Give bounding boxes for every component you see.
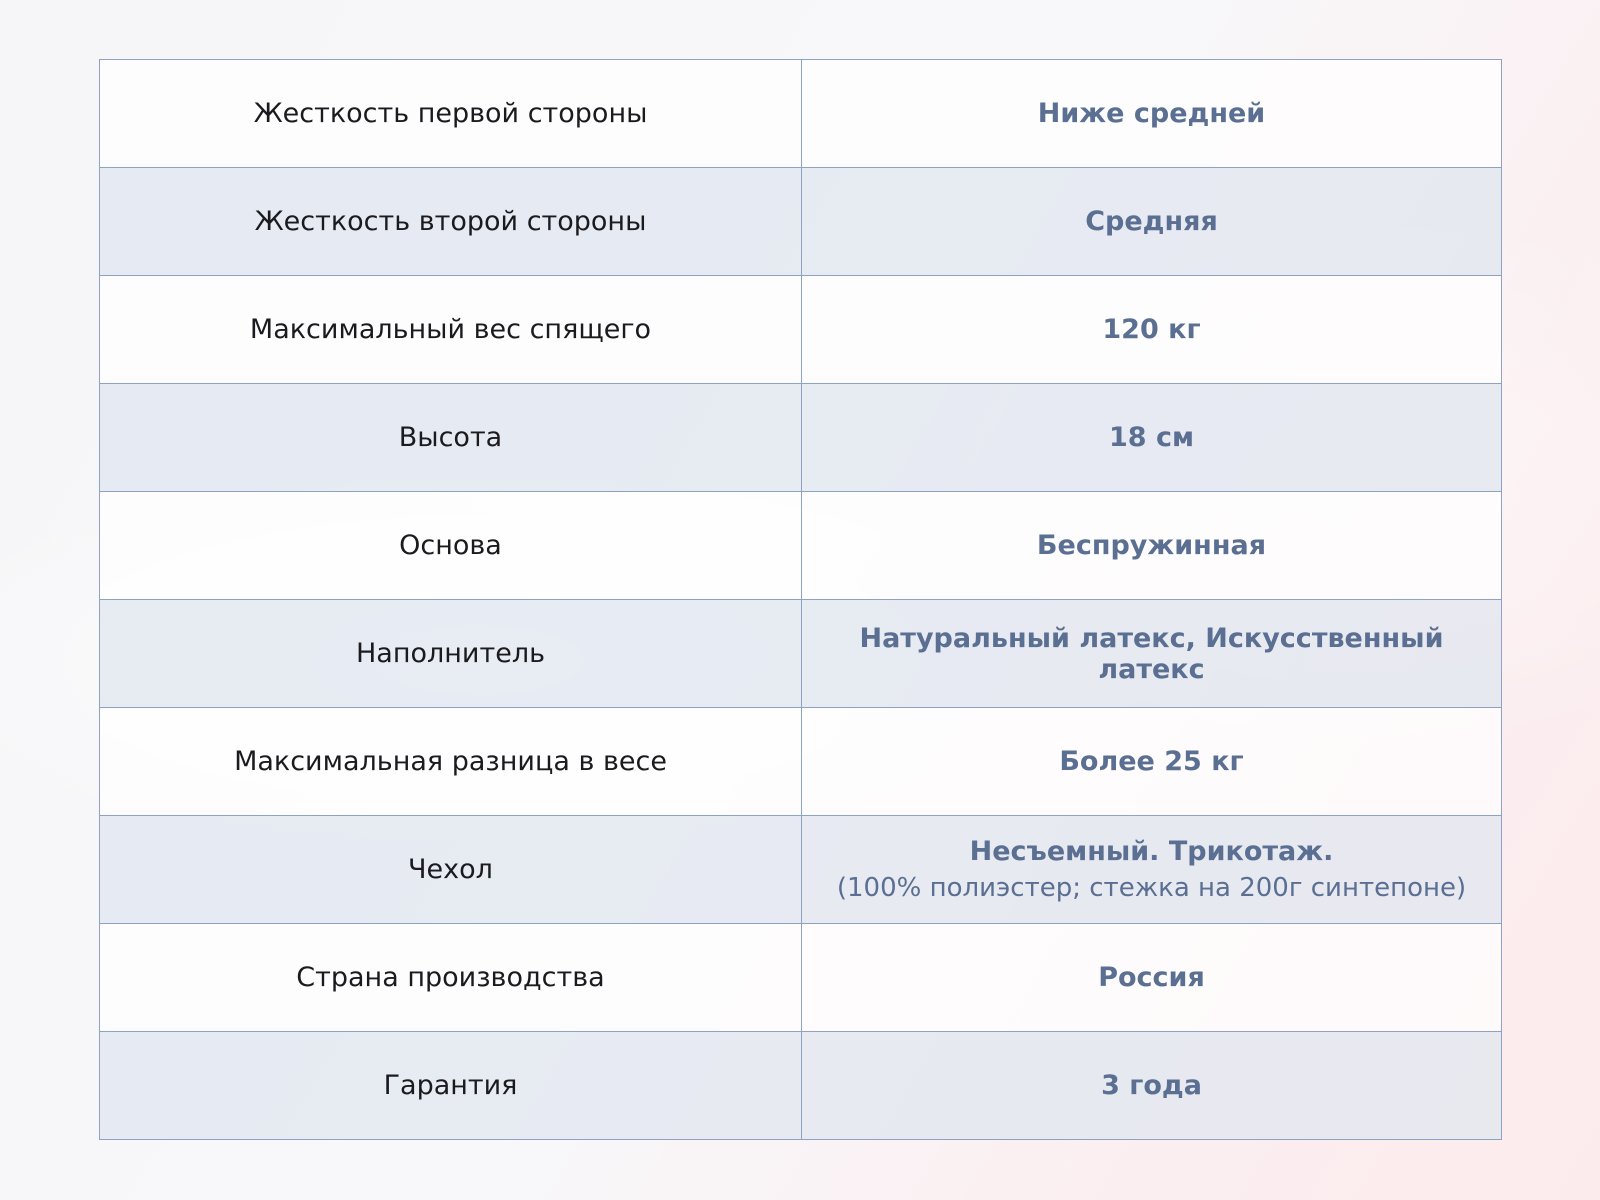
spec-value: Россия (801, 923, 1502, 1032)
spec-label: Жесткость второй стороны (99, 167, 802, 276)
spec-label: Основа (99, 491, 802, 600)
spec-value-detail: (100% полиэстер; стежка на 200г синтепон… (836, 873, 1467, 903)
spec-value-text: 18 см (1108, 422, 1195, 453)
spec-label: Чехол (99, 815, 802, 924)
table-row: Наполнитель Натуральный латекс, Искусств… (99, 599, 1502, 708)
spec-value: 3 года (801, 1031, 1502, 1140)
spec-table: Жесткость первой стороны Ниже средней Жес… (99, 59, 1502, 1140)
spec-label: Жесткость первой стороны (99, 59, 802, 168)
spec-label: Страна производства (99, 923, 802, 1032)
spec-value: Натуральный латекс, Искусственный латекс (801, 599, 1502, 708)
spec-value-text: Беспружинная (1036, 530, 1267, 561)
spec-value: Беспружинная (801, 491, 1502, 600)
spec-value: Более 25 кг (801, 707, 1502, 816)
spec-label: Наполнитель (99, 599, 802, 708)
spec-value: Ниже средней (801, 59, 1502, 168)
table-row: Максимальная разница в весе Более 25 кг (99, 707, 1502, 816)
table-row: Страна производства Россия (99, 923, 1502, 1032)
spec-label: Гарантия (99, 1031, 802, 1140)
spec-value-text: 3 года (1101, 1070, 1202, 1101)
spec-value-text: Ниже средней (1037, 98, 1266, 129)
table-row: Основа Беспружинная (99, 491, 1502, 600)
table-row: Гарантия 3 года (99, 1031, 1502, 1140)
spec-label: Максимальная разница в весе (99, 707, 802, 816)
table-row: Жесткость второй стороны Средняя (99, 167, 1502, 276)
spec-value: 120 кг (801, 275, 1502, 384)
spec-value: Средняя (801, 167, 1502, 276)
spec-value-text: Средняя (1085, 206, 1218, 237)
table-row: Жесткость первой стороны Ниже средней (99, 59, 1502, 168)
spec-value-text: Натуральный латекс, Искусственный латекс (859, 622, 1444, 685)
spec-value-text: Россия (1098, 962, 1205, 993)
spec-value-text: Несъемный. Трикотаж. (969, 836, 1334, 867)
spec-value: Несъемный. Трикотаж. (100% полиэстер; сте… (801, 815, 1502, 924)
spec-label: Высота (99, 383, 802, 492)
table-row: Чехол Несъемный. Трикотаж. (100% полиэсте… (99, 815, 1502, 924)
spec-value: 18 см (801, 383, 1502, 492)
table-row: Максимальный вес спящего 120 кг (99, 275, 1502, 384)
table-row: Высота 18 см (99, 383, 1502, 492)
spec-value-text: Более 25 кг (1059, 746, 1244, 777)
spec-label: Максимальный вес спящего (99, 275, 802, 384)
spec-value-text: 120 кг (1102, 314, 1201, 345)
